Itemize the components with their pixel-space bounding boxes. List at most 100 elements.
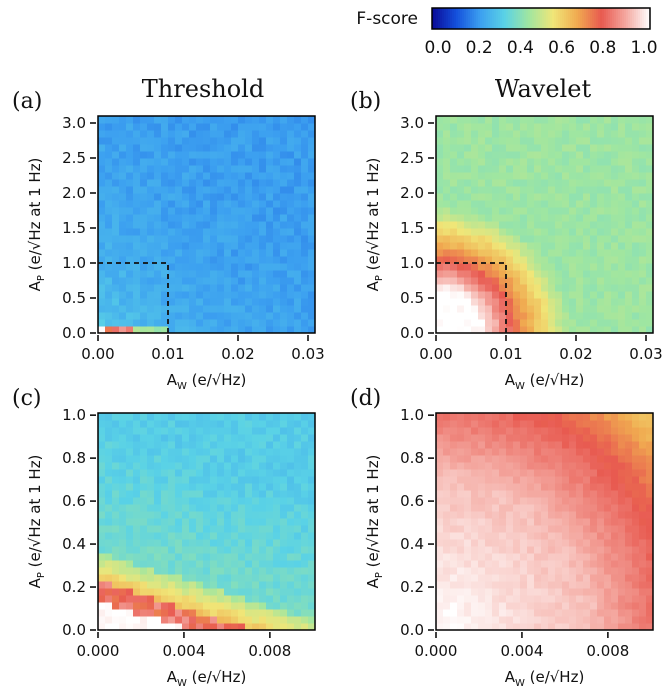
heatmap-cell: [450, 609, 458, 617]
heatmap-cell: [499, 574, 507, 582]
heatmap-cell: [562, 462, 570, 470]
heatmap-cell: [506, 144, 514, 152]
heatmap-cell: [625, 193, 633, 201]
heatmap-cell: [597, 553, 605, 561]
heatmap-cell: [555, 214, 563, 222]
heatmap-cell: [527, 420, 535, 428]
heatmap-cell: [210, 200, 218, 208]
heatmap-cell: [562, 483, 570, 491]
heatmap-cell: [126, 518, 134, 526]
heatmap-cell: [513, 532, 521, 540]
heatmap-cell: [478, 200, 486, 208]
heatmap-cell: [583, 242, 591, 250]
heatmap-cell: [548, 158, 556, 166]
heatmap-cell: [105, 123, 113, 131]
heatmap-cell: [492, 476, 500, 484]
heatmap-cell: [308, 595, 316, 603]
heatmap-cell: [119, 291, 127, 299]
heatmap-cell: [562, 186, 570, 194]
heatmap-cell: [478, 249, 486, 257]
heatmap-cell: [224, 116, 232, 124]
heatmap-cell: [140, 595, 148, 603]
heatmap-cell: [161, 469, 169, 477]
heatmap-cell: [527, 235, 535, 243]
heatmap-cell: [443, 291, 451, 299]
heatmap-cell: [98, 462, 106, 470]
heatmap-cell: [182, 326, 190, 334]
heatmap-cell: [464, 560, 472, 568]
heatmap-cell: [133, 497, 141, 505]
heatmap-cell: [133, 483, 141, 491]
heatmap-cell: [273, 413, 281, 421]
heatmap-cell: [168, 263, 176, 271]
heatmap-cell: [457, 277, 465, 285]
heatmap-cell: [604, 277, 612, 285]
heatmap-cell: [443, 221, 451, 229]
heatmap-cell: [105, 623, 113, 631]
heatmap-cell: [238, 483, 246, 491]
heatmap-cell: [597, 420, 605, 428]
heatmap-cell: [450, 595, 458, 603]
heatmap-cell: [492, 172, 500, 180]
heatmap-cell: [294, 116, 302, 124]
heatmap-cell: [119, 207, 127, 215]
heatmap-cell: [252, 123, 260, 131]
heatmap-cell: [133, 193, 141, 201]
heatmap-cell: [182, 616, 190, 624]
heatmap-cell: [154, 448, 162, 456]
heatmap-cell: [168, 270, 176, 278]
heatmap-cell: [492, 560, 500, 568]
heatmap-cell: [112, 504, 120, 512]
heatmap-cell: [98, 207, 106, 215]
heatmap-cell: [196, 298, 204, 306]
heatmap-cell: [217, 221, 225, 229]
panel-label: (c): [12, 386, 42, 411]
heatmap-cell: [224, 165, 232, 173]
heatmap-cell: [555, 427, 563, 435]
heatmap-cell: [238, 137, 246, 145]
y-tick-label: 0.0: [62, 621, 86, 639]
heatmap-cell: [611, 144, 619, 152]
heatmap-cell: [182, 581, 190, 589]
heatmap-cell: [646, 284, 654, 292]
heatmap-cell: [287, 427, 295, 435]
heatmap-cell: [301, 214, 309, 222]
heatmap-cell: [224, 312, 232, 320]
heatmap-cell: [520, 441, 528, 449]
heatmap-cell: [203, 242, 211, 250]
heatmap-cell: [231, 200, 239, 208]
heatmap-cell: [443, 130, 451, 138]
heatmap-cell: [182, 441, 190, 449]
heatmap-cell: [112, 172, 120, 180]
heatmap-cell: [140, 525, 148, 533]
heatmap-cell: [140, 277, 148, 285]
heatmap-cell: [231, 235, 239, 243]
heatmap-cell: [576, 581, 584, 589]
heatmap-cell: [266, 158, 274, 166]
heatmap-cell: [632, 469, 640, 477]
heatmap-cell: [457, 242, 465, 250]
heatmap-cell: [238, 623, 246, 631]
heatmap-cell: [513, 242, 521, 250]
heatmap-cell: [604, 179, 612, 187]
heatmap-cell: [105, 249, 113, 257]
heatmap-cell: [569, 420, 577, 428]
heatmap-cell: [625, 595, 633, 603]
heatmap-cell: [273, 553, 281, 561]
heatmap-cell: [527, 427, 535, 435]
heatmap-cell: [562, 588, 570, 596]
heatmap-cell: [168, 186, 176, 194]
heatmap-cell: [294, 179, 302, 187]
heatmap-cell: [457, 130, 465, 138]
heatmap-cell: [203, 476, 211, 484]
heatmap-cell: [625, 602, 633, 610]
x-tick-label: 0.004: [500, 642, 543, 660]
heatmap-cell: [562, 116, 570, 124]
heatmap-cell: [569, 546, 577, 554]
heatmap-cell: [308, 469, 316, 477]
heatmap-cell: [513, 602, 521, 610]
heatmap-cell: [604, 165, 612, 173]
heatmap-cell: [203, 235, 211, 243]
heatmap-cell: [548, 476, 556, 484]
heatmap-cell: [119, 441, 127, 449]
